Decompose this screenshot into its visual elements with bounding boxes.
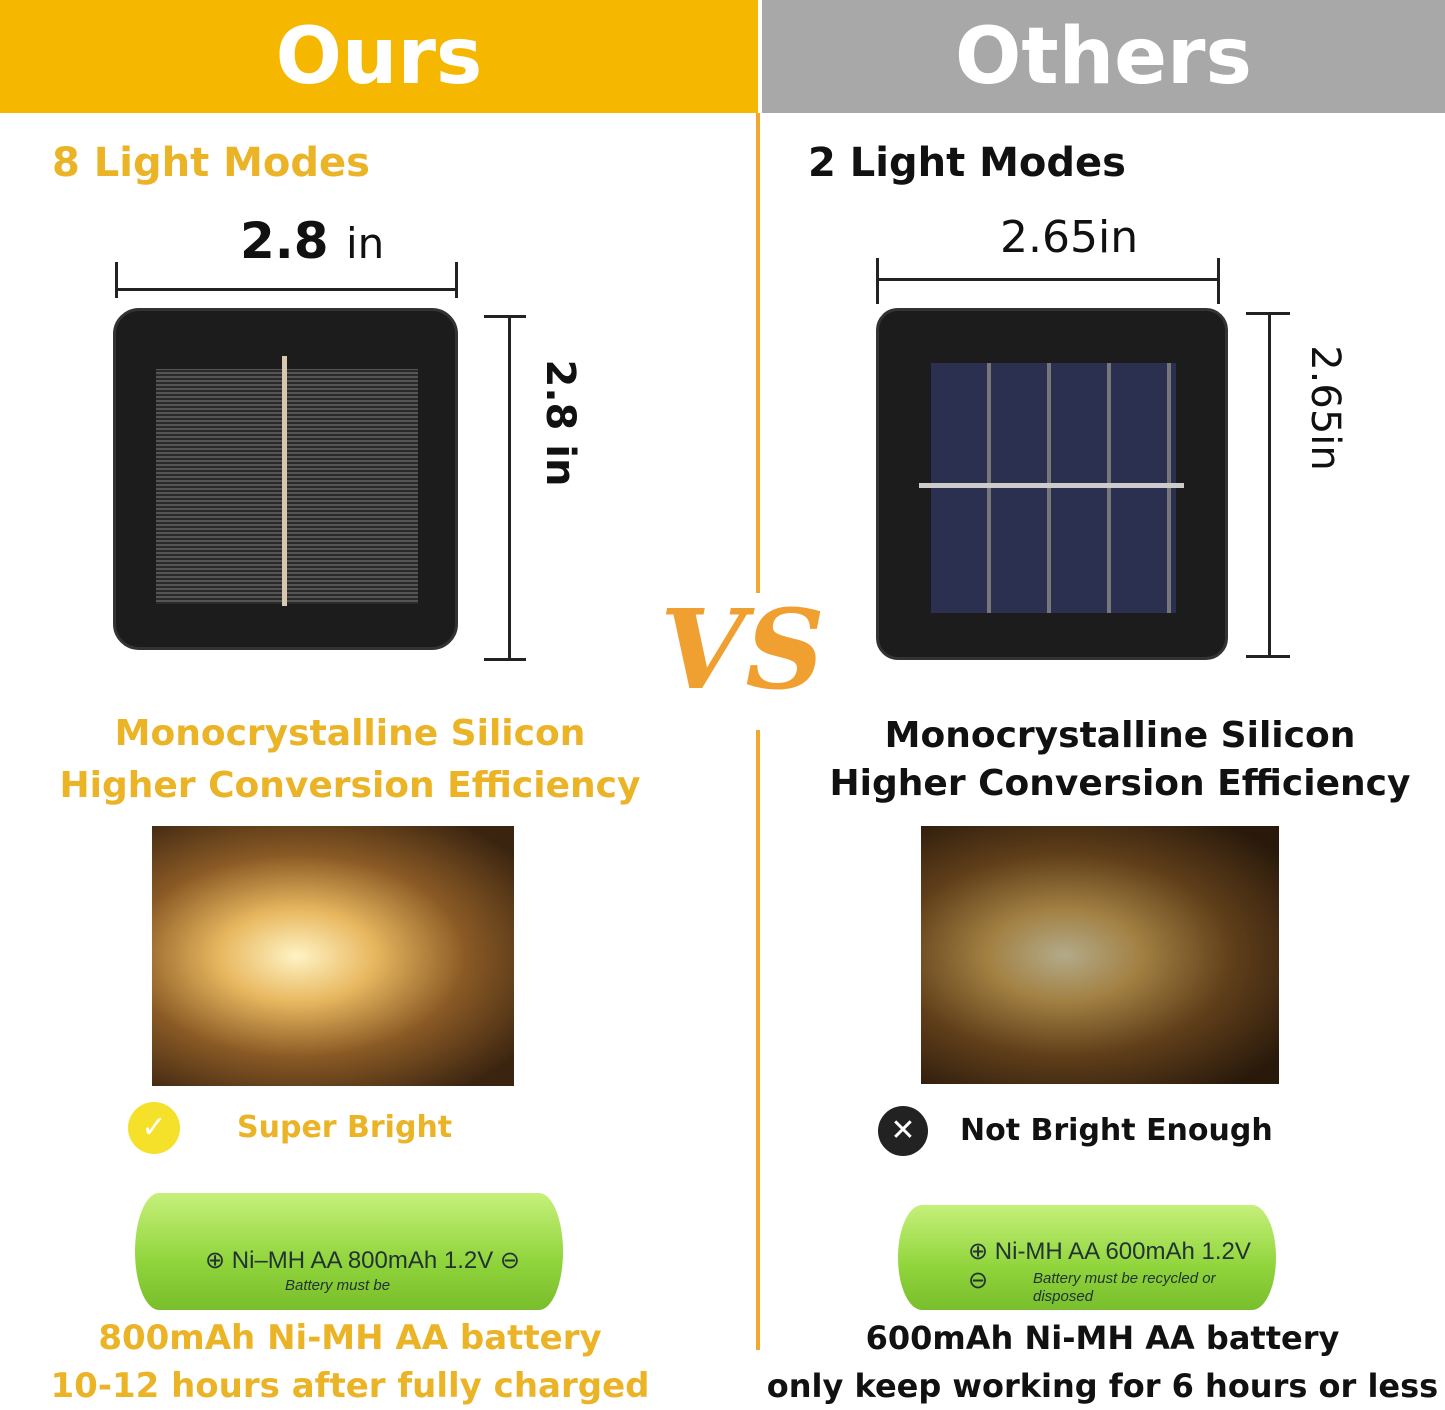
x-circle-icon: ✕ (878, 1106, 928, 1156)
ours-height-dimension (508, 315, 511, 660)
ours-battery-text: 800mAh Ni-MH AA battery 10-12 hours after… (20, 1314, 680, 1410)
others-header: Others (762, 0, 1445, 113)
ours-silicon-line2: Higher Conversion Efficiency (59, 765, 641, 806)
ours-header: Ours (0, 0, 758, 113)
dim-tick (484, 658, 526, 661)
ours-silicon-text: Monocrystalline Silicon Higher Conversion… (20, 708, 680, 812)
others-width-label: 2.65in (1000, 212, 1139, 263)
others-battery-image: ⊕ Ni-MH AA 600mAh 1.2V ⊖ Battery must be… (898, 1205, 1276, 1310)
divider-top (756, 113, 760, 593)
dim-tick (115, 262, 118, 298)
others-light-photo (921, 826, 1279, 1084)
check-circle-icon: ✓ (128, 1102, 180, 1154)
others-silicon-line1: Monocrystalline Silicon (884, 715, 1356, 756)
ours-battery-print-sub: Battery must be (285, 1277, 391, 1295)
dim-tick (876, 258, 879, 304)
others-height-dimension (1268, 312, 1271, 657)
ours-silicon-line1: Monocrystalline Silicon (114, 713, 586, 754)
ours-width-label: 2.8 in (240, 212, 384, 270)
dim-tick (1246, 655, 1290, 658)
ours-width-value: 2.8 (240, 212, 329, 270)
others-width-dimension (876, 278, 1220, 281)
others-battery-line1: 600mAh Ni-MH AA battery (865, 1319, 1340, 1357)
ours-battery-image: ⊕ Ni–MH AA 800mAh 1.2V ⊖ Battery must be (135, 1193, 563, 1310)
ours-height-label: 2.8 in (537, 359, 583, 487)
ours-width-dimension (115, 288, 458, 291)
dim-tick (1246, 312, 1290, 315)
ours-modes: 8 Light Modes (52, 140, 370, 186)
ours-battery-line2: 10-12 hours after fully charged (50, 1366, 650, 1406)
dim-tick (484, 315, 526, 318)
dim-tick (455, 262, 458, 298)
others-silicon-text: Monocrystalline Silicon Higher Conversion… (790, 712, 1445, 808)
vs-label: VS (660, 585, 825, 714)
others-status: Not Bright Enough (960, 1113, 1273, 1148)
others-battery-line2: only keep working for 6 hours or less (766, 1367, 1439, 1405)
divider-bottom (756, 730, 760, 1350)
others-modes: 2 Light Modes (808, 140, 1126, 186)
others-silicon-line2: Higher Conversion Efficiency (829, 763, 1411, 804)
others-battery-print: ⊕ Ni-MH AA 600mAh 1.2V ⊖ (968, 1237, 1251, 1294)
ours-battery-print: ⊕ Ni–MH AA 800mAh 1.2V ⊖ (205, 1246, 521, 1274)
others-solar-panel (876, 308, 1228, 660)
ours-status: Super Bright (237, 1110, 453, 1145)
ours-battery-line1: 800mAh Ni-MH AA battery (98, 1318, 602, 1358)
dim-tick (1217, 258, 1220, 304)
others-battery-text: 600mAh Ni-MH AA battery only keep working… (760, 1314, 1445, 1410)
ours-width-unit: in (346, 219, 385, 268)
ours-light-photo (152, 826, 514, 1086)
others-height-label: 2.65in (1302, 345, 1348, 471)
ours-solar-panel (113, 308, 458, 650)
others-battery-print-sub: Battery must be recycled or disposed (1033, 1270, 1216, 1306)
